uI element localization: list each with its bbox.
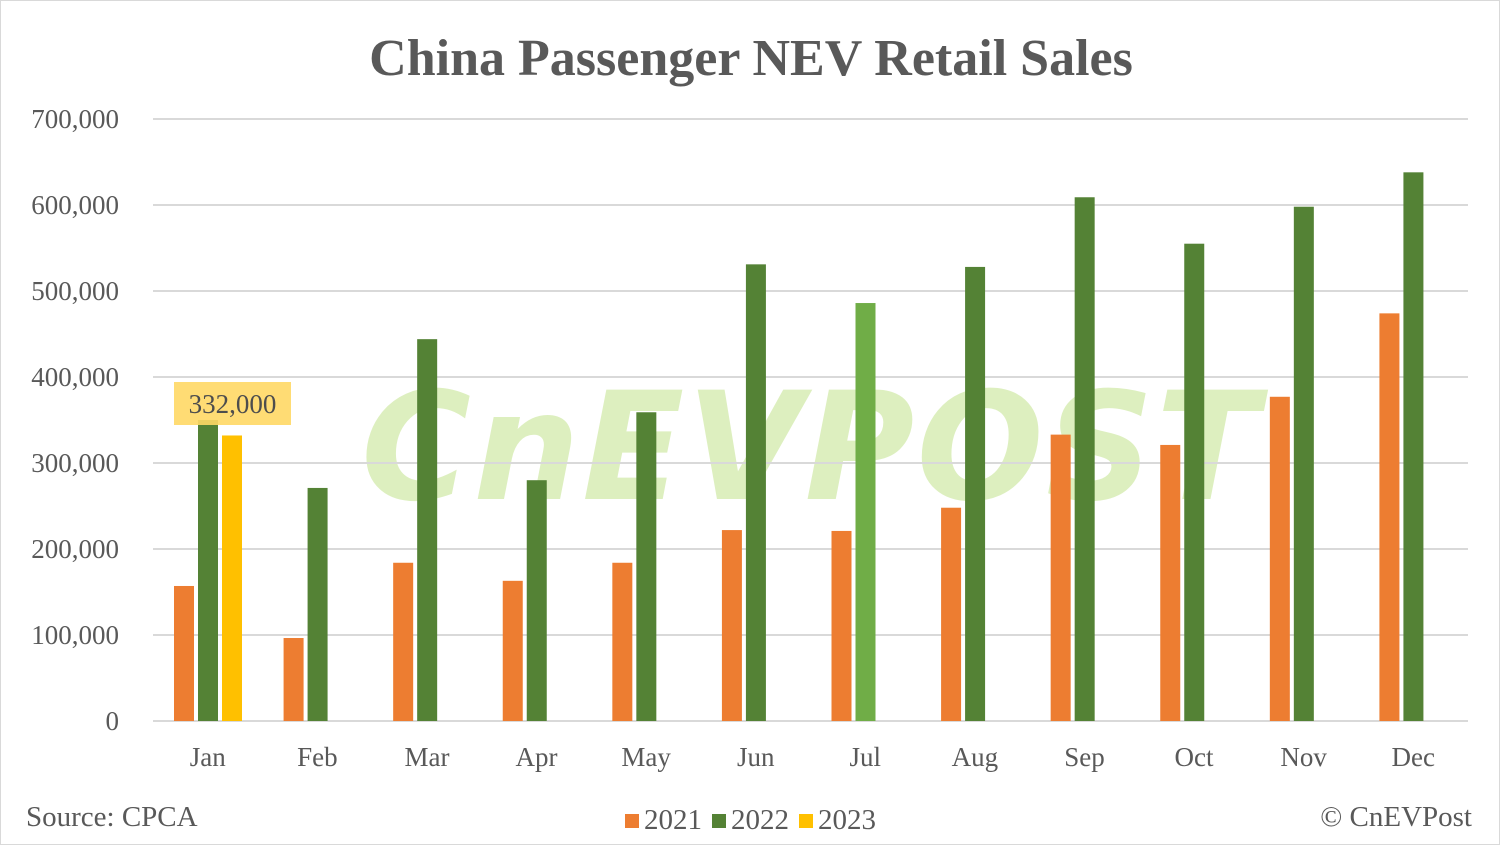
bar-2021-mar (393, 562, 414, 721)
bar-2021-may (612, 562, 633, 721)
legend-swatch (625, 813, 639, 828)
bar-2021-oct (1160, 444, 1181, 721)
bar-2021-jun (721, 530, 742, 721)
data-label-jan-2023: 332,000 (174, 382, 291, 425)
y-tick-label: 100,000 (31, 620, 119, 650)
x-tick-label: Dec (1391, 742, 1434, 772)
x-tick-label: Jun (737, 742, 775, 772)
bar-2021-aug (941, 507, 962, 721)
y-tick-label: 0 (106, 706, 120, 736)
bar-2022-apr (526, 480, 547, 721)
legend-label: 2022 (731, 804, 789, 836)
bar-2022-oct (1184, 243, 1205, 721)
y-tick-label: 500,000 (31, 276, 119, 306)
y-tick-label: 300,000 (31, 448, 119, 478)
bar-2021-apr (502, 580, 523, 721)
x-tick-label: May (621, 742, 671, 772)
bar-2022-aug (965, 266, 986, 721)
x-tick-label: Feb (297, 742, 338, 772)
legend-item-2021: 2021 (625, 804, 702, 837)
x-tick-label: Sep (1064, 742, 1105, 772)
x-tick-label: Mar (404, 742, 449, 772)
source-text: Source: CPCA (26, 801, 198, 833)
x-tick-label: Aug (952, 742, 999, 772)
watermark-logo: CnEVPOST (361, 361, 1261, 535)
y-tick-label: 200,000 (31, 534, 119, 564)
bar-2022-feb (307, 487, 328, 721)
y-tick-label: 700,000 (31, 104, 119, 134)
legend-swatch (799, 813, 813, 828)
x-tick-label: Jan (190, 742, 226, 772)
bar-2021-jul (831, 530, 852, 721)
bar-2022-jun (745, 264, 766, 721)
bar-2023-jan (222, 435, 242, 721)
bar-2022-dec (1403, 172, 1424, 721)
chart-title: China Passenger NEV Retail Sales (369, 30, 1133, 87)
legend-label: 2021 (644, 804, 702, 836)
bar-2022-jan (198, 420, 218, 721)
bar-2021-nov (1269, 396, 1290, 721)
x-tick-label: Jul (850, 742, 882, 772)
y-tick-label: 600,000 (31, 190, 119, 220)
legend-item-2023: 2023 (799, 804, 876, 837)
bar-2022-may (636, 412, 657, 721)
credit-text: © CnEVPost (1320, 801, 1472, 833)
x-tick-label: Oct (1175, 742, 1214, 772)
bar-2022-jul (855, 303, 876, 721)
bar-2021-dec (1379, 313, 1400, 721)
x-tick-label: Apr (516, 742, 558, 772)
bar-2022-sep (1074, 197, 1095, 721)
legend-swatch (712, 813, 726, 828)
y-tick-label: 400,000 (31, 362, 119, 392)
bar-2022-nov (1293, 206, 1314, 722)
bar-2021-jan (174, 585, 194, 721)
bar-2021-sep (1050, 434, 1071, 721)
legend: 2021 2022 2023 (625, 804, 876, 837)
bar-2022-mar (417, 339, 438, 721)
legend-item-2022: 2022 (712, 804, 789, 837)
legend-label: 2023 (818, 804, 876, 836)
x-tick-label: Nov (1280, 742, 1327, 772)
bar-2021-feb (283, 638, 304, 721)
